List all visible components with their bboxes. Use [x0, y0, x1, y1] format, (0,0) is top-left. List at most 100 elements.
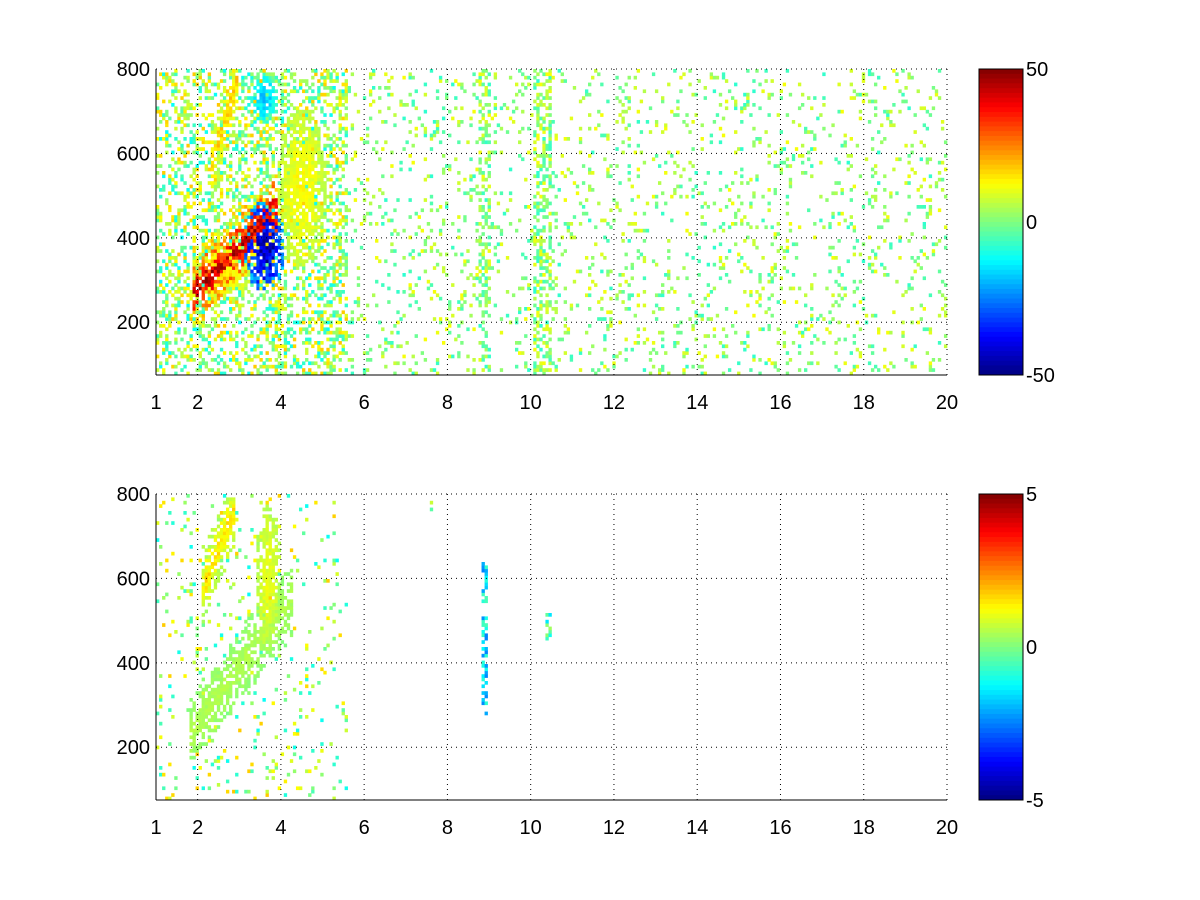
- heatmap-cell: [627, 99, 631, 104]
- heatmap-cell: [588, 188, 592, 192]
- heatmap-cell: [271, 347, 275, 352]
- heatmap-cell: [283, 160, 288, 165]
- heatmap-cell: [262, 364, 266, 369]
- heatmap-cell: [639, 99, 644, 104]
- heatmap-cell: [268, 174, 272, 179]
- heatmap-cell: [302, 201, 306, 206]
- heatmap-cell: [499, 330, 504, 335]
- heatmap-cell: [755, 245, 759, 250]
- heatmap-cell: [928, 184, 933, 189]
- heatmap-cell: [268, 256, 272, 260]
- heatmap-cell: [314, 354, 318, 359]
- heatmap-cell: [292, 222, 297, 226]
- heatmap-cell: [180, 249, 184, 253]
- heatmap-cell: [457, 181, 461, 185]
- heatmap-cell: [797, 106, 802, 111]
- heatmap-cell: [481, 113, 485, 117]
- heatmap-cell: [256, 89, 260, 94]
- heatmap-cell: [229, 113, 233, 117]
- heatmap-cell: [268, 103, 272, 107]
- heatmap-cell: [259, 249, 263, 253]
- heatmap-cell: [493, 130, 498, 134]
- heatmap-cell: [940, 177, 945, 182]
- heatmap-cell: [563, 286, 568, 291]
- heatmap-cell: [225, 164, 230, 168]
- heatmap-cell: [259, 133, 263, 138]
- heatmap-cell: [542, 120, 546, 124]
- heatmap-cell: [216, 103, 221, 107]
- heatmap-cell: [496, 201, 501, 206]
- heatmap-cell: [804, 126, 808, 131]
- heatmap-cell: [837, 239, 841, 243]
- heatmap-cell: [767, 279, 771, 284]
- heatmap-cell: [229, 307, 233, 311]
- heatmap-cell: [323, 320, 327, 325]
- heatmap-cell: [335, 167, 339, 172]
- heatmap-cell: [302, 296, 306, 301]
- heatmap-cell: [864, 191, 869, 196]
- heatmap-cell: [804, 171, 808, 175]
- heatmap-cell: [259, 279, 263, 284]
- heatmap-cell: [904, 358, 908, 362]
- heatmap-cell: [381, 174, 385, 179]
- heatmap-cell: [749, 113, 753, 117]
- heatmap-cell: [715, 113, 720, 117]
- heatmap-cell: [551, 211, 555, 216]
- heatmap-cell: [192, 266, 196, 270]
- heatmap-cell: [195, 283, 199, 287]
- heatmap-cell: [216, 368, 221, 372]
- heatmap-cell: [740, 218, 744, 223]
- heatmap-cell: [344, 208, 348, 213]
- heatmap-cell: [295, 194, 300, 199]
- heatmap-cell: [286, 303, 291, 308]
- heatmap-cell: [207, 279, 212, 284]
- heatmap-cell: [627, 137, 631, 141]
- heatmap-cell: [536, 113, 540, 117]
- heatmap-cell: [344, 69, 348, 73]
- heatmap-cell: [280, 147, 285, 151]
- heatmap-cell: [302, 147, 306, 151]
- heatmap-cell: [642, 303, 647, 308]
- heatmap-cell: [676, 307, 680, 311]
- heatmap-cell: [539, 123, 543, 128]
- heatmap-cell: [219, 171, 224, 175]
- heatmap-cell: [235, 344, 239, 349]
- heatmap-cell: [335, 225, 339, 230]
- heatmap-cell: [235, 361, 239, 366]
- heatmap-cell: [216, 82, 221, 87]
- heatmap-cell: [645, 201, 650, 206]
- heatmap-cell: [761, 89, 765, 94]
- heatmap-cell: [168, 269, 172, 274]
- heatmap-cell: [229, 92, 233, 97]
- heatmap-cell: [235, 276, 239, 281]
- heatmap-cell: [219, 310, 224, 315]
- heatmap-cell: [676, 330, 680, 335]
- heatmap-cell: [326, 69, 330, 73]
- heatmap-cell: [289, 222, 294, 226]
- heatmap-cell: [834, 351, 838, 355]
- heatmap-cell: [807, 361, 811, 366]
- heatmap-cell: [295, 109, 300, 114]
- heatmap-cell: [280, 194, 285, 199]
- heatmap-cell: [362, 96, 367, 100]
- heatmap-cell: [244, 252, 248, 257]
- heatmap-cell: [329, 194, 333, 199]
- heatmap-cell: [372, 293, 376, 298]
- heatmap-cell: [171, 150, 175, 155]
- heatmap-cell: [514, 228, 519, 233]
- heatmap-cell: [277, 245, 282, 250]
- heatmap-cell: [332, 269, 336, 274]
- heatmap-cell: [222, 69, 227, 73]
- heatmap-cell: [259, 188, 263, 192]
- heatmap-cell: [277, 222, 282, 226]
- heatmap-cell: [886, 218, 890, 223]
- heatmap-cell: [475, 273, 479, 277]
- heatmap-cell: [654, 154, 659, 158]
- heatmap-cell: [584, 89, 589, 94]
- heatmap-cell: [225, 177, 230, 182]
- heatmap-cell: [244, 116, 248, 121]
- heatmap-cell: [298, 160, 303, 165]
- heatmap-cell: [198, 181, 202, 185]
- heatmap-cell: [268, 184, 272, 189]
- heatmap-cell: [262, 191, 266, 196]
